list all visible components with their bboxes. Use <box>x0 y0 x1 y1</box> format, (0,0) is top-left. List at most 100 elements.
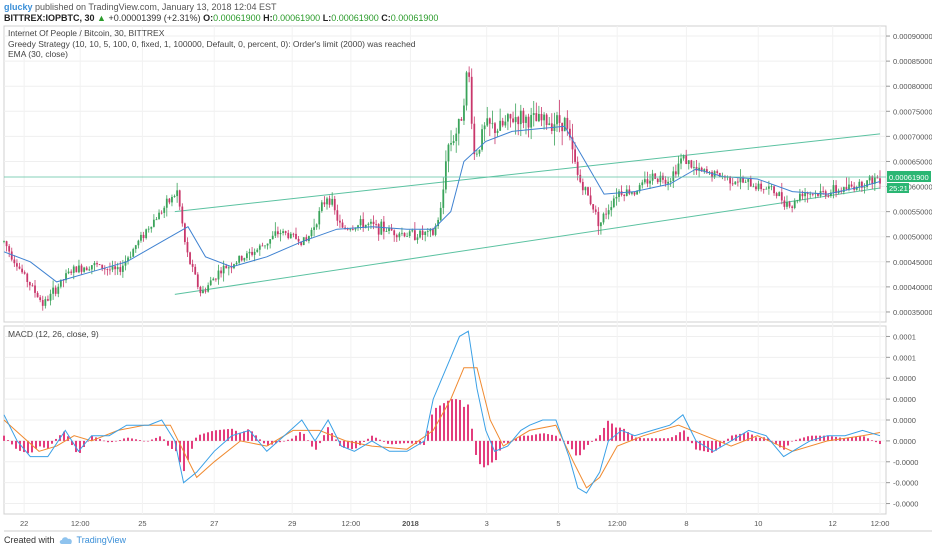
candle-body <box>176 190 179 197</box>
time-tick-label: 22 <box>20 519 28 528</box>
candle-body <box>421 230 424 236</box>
candle-body <box>842 187 845 192</box>
candle-body <box>411 230 414 232</box>
candle-body <box>677 163 680 175</box>
histogram-bar <box>775 440 777 445</box>
macd-legend: MACD (12, 26, close, 9) <box>8 329 99 340</box>
histogram-bar <box>191 440 193 449</box>
candle-body <box>142 234 145 239</box>
macd-pane <box>3 330 881 494</box>
candle-body <box>504 121 507 126</box>
histogram-bar <box>539 433 541 441</box>
histogram-bar <box>363 440 365 442</box>
candle-body <box>140 234 142 241</box>
candle-body <box>158 212 160 220</box>
candle-body <box>16 263 18 267</box>
candle-body <box>556 115 558 125</box>
macd-tick-label: 0.0000 <box>893 416 916 425</box>
macd-tick-label: 0.0000 <box>893 374 916 383</box>
histogram-bar <box>723 440 725 443</box>
candle-body <box>65 273 67 281</box>
author-link[interactable]: glucky <box>4 2 33 12</box>
histogram-bar <box>567 440 569 445</box>
histogram-bar <box>211 431 213 441</box>
histogram-bar <box>707 440 709 452</box>
histogram-bar <box>759 437 761 441</box>
candle-body <box>773 186 775 194</box>
time-tick-label: 8 <box>684 519 688 528</box>
candle-body <box>413 230 416 240</box>
histogram-bar <box>507 440 509 444</box>
histogram-bar <box>259 439 261 441</box>
histogram-bar <box>239 432 241 441</box>
histogram-bar <box>3 435 5 441</box>
candle-body <box>654 173 657 179</box>
histogram-bar <box>851 437 853 441</box>
created-with-text: Created with <box>4 535 55 545</box>
candle-body <box>18 266 21 269</box>
candle-body <box>39 297 42 301</box>
change-value: +0.00001399 (+2.31%) <box>108 13 201 23</box>
candle-body <box>101 264 104 269</box>
candle-body <box>220 270 222 274</box>
candle-body <box>370 221 372 224</box>
tradingview-brand[interactable]: TradingView <box>76 535 127 545</box>
price-tick-label: 0.00065000 <box>893 157 932 166</box>
legend-macd-title: MACD (12, 26, close, 9) <box>8 329 99 339</box>
candle-body <box>217 270 220 280</box>
candle-body <box>31 285 34 287</box>
candle-body <box>395 235 398 238</box>
publish-text: published on TradingView.com, January 13… <box>32 2 277 12</box>
histogram-bar <box>691 440 693 444</box>
candle-body <box>326 198 328 205</box>
histogram-bar <box>459 399 461 441</box>
candle-body <box>341 222 344 228</box>
chart-svg[interactable]: 0.00090000 0.00085000 0.00080000 0.00075000… <box>0 0 932 532</box>
candle-body <box>809 193 812 195</box>
candle-body <box>256 249 259 252</box>
time-tick-label: 10 <box>754 519 762 528</box>
legend-symbol-title: Internet Of People / Bitcoin, 30, BITTRE… <box>8 28 165 38</box>
histogram-bar <box>583 440 585 450</box>
histogram-bar <box>467 404 469 441</box>
candle-body <box>295 233 297 239</box>
candle-body <box>806 192 809 195</box>
histogram-bar <box>771 440 773 442</box>
candle-body <box>375 224 378 225</box>
histogram-bar <box>475 440 477 455</box>
candle-body <box>848 184 850 190</box>
histogram-bar <box>607 420 609 441</box>
candle-body <box>734 181 737 185</box>
candle-body <box>34 285 36 293</box>
candle-body <box>235 262 238 265</box>
candle-body <box>178 190 181 207</box>
histogram-bar <box>655 438 657 441</box>
histogram-bar <box>651 438 653 441</box>
candle-body <box>194 266 197 275</box>
ema-line <box>3 125 881 283</box>
histogram-bar <box>439 405 441 441</box>
candle-body <box>243 258 246 261</box>
candle-body <box>168 198 171 203</box>
candle-body <box>416 237 419 240</box>
candle-body <box>817 193 819 196</box>
candle-body <box>519 110 522 125</box>
candle-body <box>545 114 548 126</box>
histogram-bar <box>99 439 101 441</box>
candle-body <box>656 178 659 183</box>
low-value: 0.00061900 <box>331 13 379 23</box>
histogram-bar <box>871 440 873 441</box>
candle-body <box>861 181 863 188</box>
candle-body <box>124 261 127 266</box>
main-legend: Internet Of People / Bitcoin, 30, BITTRE… <box>8 28 415 60</box>
histogram-bar <box>31 440 33 453</box>
candle-body <box>225 265 228 269</box>
candle-body <box>59 279 62 287</box>
candle-body <box>499 120 502 131</box>
candle-body <box>277 231 279 235</box>
candle-body <box>693 166 695 168</box>
candle-body <box>251 251 253 255</box>
candle-body <box>401 232 403 234</box>
candle-body <box>41 300 44 306</box>
histogram-bar <box>519 436 521 441</box>
